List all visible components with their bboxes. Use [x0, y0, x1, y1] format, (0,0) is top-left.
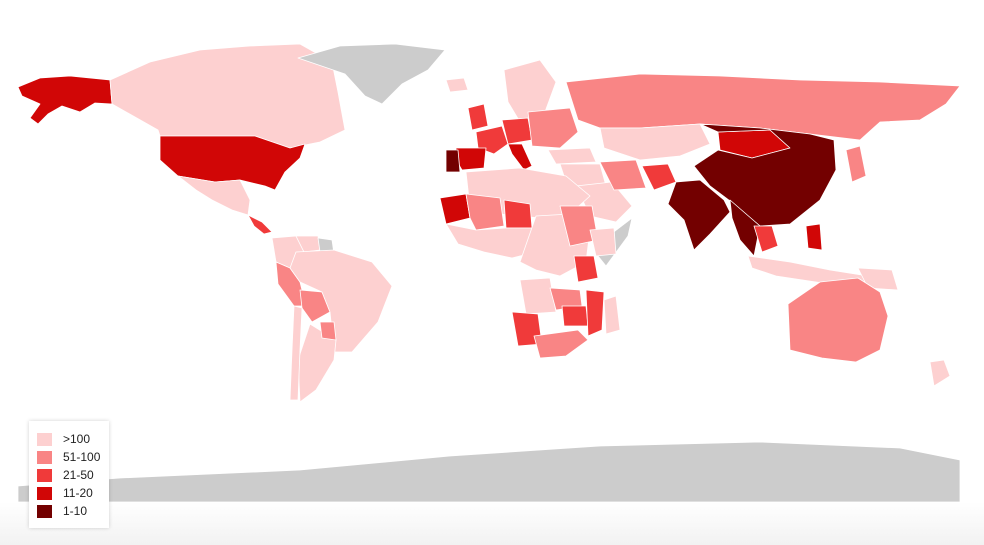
- legend-label: 51-100: [63, 449, 101, 464]
- region-eastern-europe: [527, 107, 579, 149]
- region-bolivia: [299, 289, 331, 323]
- legend-swatch: [37, 504, 52, 518]
- region-australia: [787, 277, 889, 363]
- region-iceland: [445, 77, 469, 93]
- legend-swatch: [37, 432, 52, 446]
- region-mexico: [177, 175, 251, 216]
- region-alaska-united-states: [17, 75, 113, 125]
- legend-item-gt100: >100: [37, 430, 109, 448]
- legend-label: >100: [63, 431, 91, 446]
- legend-swatch: [37, 450, 52, 464]
- legend-label: 21-50: [63, 467, 94, 482]
- region-brazil: [289, 249, 393, 353]
- region-greenland: [297, 43, 446, 105]
- region-zimbabwe: [561, 305, 589, 327]
- legend-item-51-100: 51-100: [37, 448, 109, 466]
- region-philippines: [805, 223, 823, 251]
- region-united-kingdom: [467, 103, 489, 131]
- region-thailand: [753, 225, 779, 253]
- map-legend: >100 51-100 21-50 11-20 1-10: [29, 421, 109, 528]
- legend-label: 1-10: [63, 503, 88, 518]
- region-angola: [519, 277, 557, 315]
- legend-item-21-50: 21-50: [37, 466, 109, 484]
- region-south-africa: [533, 329, 589, 359]
- region-mali: [465, 193, 505, 231]
- region-central-america: [247, 214, 273, 235]
- region-spain: [455, 147, 487, 171]
- region-iran: [599, 159, 647, 191]
- region-kenya: [573, 255, 599, 283]
- region-antarctica: [17, 441, 961, 503]
- region-niger: [503, 199, 533, 229]
- region-chile: [289, 305, 303, 401]
- region-mozambique: [585, 289, 605, 337]
- region-france: [475, 125, 509, 155]
- region-afghanistan: [641, 163, 677, 191]
- legend-swatch: [37, 486, 52, 500]
- region-ethiopia: [589, 227, 617, 257]
- region-mauritania: [439, 193, 471, 225]
- region-southeast-asia: [729, 199, 761, 257]
- region-kazakhstan: [599, 123, 711, 161]
- region-turkey: [547, 147, 597, 165]
- legend-swatch: [37, 468, 52, 482]
- region-india: [667, 179, 731, 251]
- legend-item-11-20: 11-20: [37, 484, 109, 502]
- country-regions: [17, 43, 961, 503]
- region-canada: [109, 43, 346, 149]
- region-italy: [507, 143, 533, 171]
- legend-item-1-10: 1-10: [37, 502, 109, 520]
- bottom-fade: [0, 502, 984, 545]
- region-portugal: [445, 149, 461, 173]
- region-paraguay: [319, 321, 337, 341]
- region-new-zealand: [929, 359, 951, 387]
- region-west-africa: [445, 223, 537, 259]
- region-madagascar: [603, 295, 621, 335]
- legend-label: 11-20: [63, 485, 93, 500]
- region-japan: [845, 145, 867, 183]
